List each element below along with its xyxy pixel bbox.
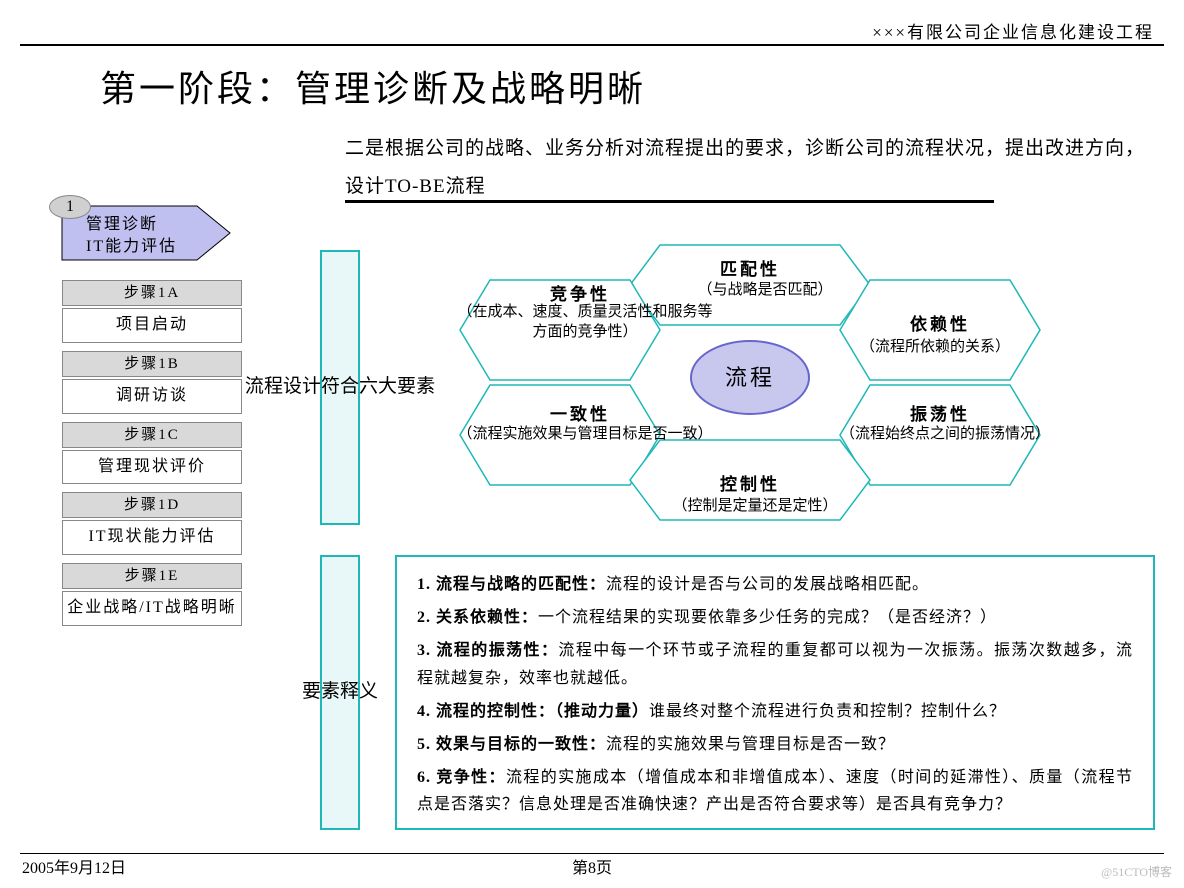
hex-desc-compete: （在成本、速度、质量灵活性和服务等方面的竞争性）	[455, 303, 715, 342]
hex-label-oscill: 振荡性	[880, 400, 1000, 425]
hex-label-compete: 竞争性	[520, 280, 640, 305]
header-rule	[20, 44, 1164, 46]
header-company: ×××有限公司企业信息化建设工程	[872, 18, 1154, 43]
phase-arrow: 1 管理诊断 IT能力评估	[52, 198, 232, 268]
hex-desc-oscill: （流程始终点之间的振荡情况）	[815, 425, 1075, 445]
vlabel-explanation: 要素释义	[320, 555, 360, 830]
hex-label-depend: 依赖性	[880, 310, 1000, 335]
footer-date: 2005年9月12日	[22, 854, 126, 878]
phase-text-l2: IT能力评估	[86, 238, 177, 255]
vlabel-design-elements: 流程设计符合六大要素	[320, 250, 360, 525]
phase-text: 管理诊断 IT能力评估	[86, 214, 177, 259]
step-head-3: 步骤1D	[62, 492, 242, 518]
step-body-2: 管理现状评价	[62, 450, 242, 485]
step-body-3: IT现状能力评估	[62, 520, 242, 555]
watermark: @51CTO博客	[1101, 863, 1172, 880]
step-head-4: 步骤1E	[62, 563, 242, 589]
phase-text-l1: 管理诊断	[86, 216, 158, 233]
list-item-0: 1. 流程与战略的匹配性：流程的设计是否与公司的发展战略相匹配。	[417, 571, 1133, 598]
step-body-0: 项目启动	[62, 308, 242, 343]
footer-page: 第8页	[572, 854, 612, 878]
list-item-5: 6. 竞争性：流程的实施成本（增值成本和非增值成本）、速度（时间的延滞性）、质量…	[417, 764, 1133, 818]
hex-label-match: 匹配性	[690, 255, 810, 280]
list-item-1: 2. 关系依赖性：一个流程结果的实现要依靠多少任务的完成？（是否经济？）	[417, 604, 1133, 631]
step-head-1: 步骤1B	[62, 351, 242, 377]
list-item-3: 4. 流程的控制性：（推动力量）谁最终对整个流程进行负责和控制？控制什么？	[417, 698, 1133, 725]
hex-label-control: 控制性	[690, 470, 810, 495]
explanation-list: 1. 流程与战略的匹配性：流程的设计是否与公司的发展战略相匹配。 2. 关系依赖性…	[395, 555, 1155, 830]
step-head-2: 步骤1C	[62, 422, 242, 448]
step-body-4: 企业战略/IT战略明晰	[62, 591, 242, 626]
hex-desc-consist: （流程实施效果与管理目标是否一致）	[455, 425, 715, 445]
step-head-0: 步骤1A	[62, 280, 242, 306]
hex-desc-match: （与战略是否匹配）	[635, 281, 895, 301]
page-title: 第一阶段：管理诊断及战略明晰	[100, 60, 646, 112]
sidebar: 1 管理诊断 IT能力评估 步骤1A项目启动步骤1B调研访谈步骤1C管理现状评价…	[42, 198, 242, 626]
page-subtitle: 二是根据公司的战略、业务分析对流程提出的要求，诊断公司的流程状况，提出改进方向，…	[345, 130, 1154, 206]
list-item-4: 5. 效果与目标的一致性：流程的实施效果与管理目标是否一致？	[417, 731, 1133, 758]
center-ellipse: 流程	[690, 340, 810, 415]
hex-desc-depend: （流程所依赖的关系）	[805, 338, 1065, 358]
list-item-2: 3. 流程的振荡性：流程中每一个环节或子流程的重复都可以视为一次振荡。振荡次数越…	[417, 637, 1133, 691]
hex-label-consist: 一致性	[520, 400, 640, 425]
phase-number: 1	[49, 195, 91, 219]
hex-desc-control: （控制是定量还是定性）	[625, 497, 885, 517]
subtitle-underline	[345, 200, 994, 203]
hexagon-diagram: 流程 匹配性（与战略是否匹配）竞争性（在成本、速度、质量灵活性和服务等方面的竞争…	[400, 225, 1140, 535]
step-body-1: 调研访谈	[62, 379, 242, 414]
